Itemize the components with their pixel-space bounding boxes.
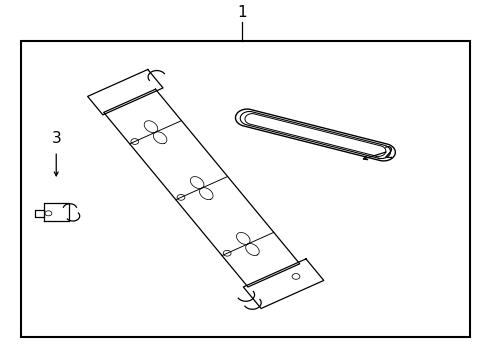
Bar [20, 41, 469, 337]
Text: 2: 2 [383, 146, 393, 161]
Text: 3: 3 [51, 131, 61, 146]
Text: 1: 1 [237, 5, 246, 20]
